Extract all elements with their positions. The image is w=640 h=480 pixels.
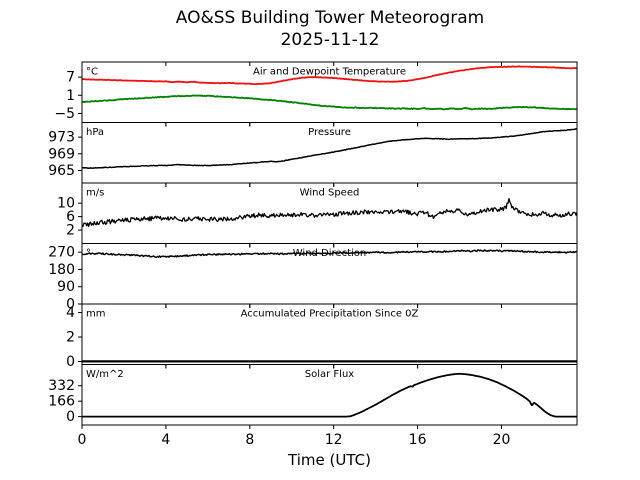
figure-title-text: AO&SS Building Tower Meteorogram bbox=[175, 8, 485, 28]
wind-direction-ytick-label: 90 bbox=[57, 279, 75, 295]
wind-speed-trace bbox=[82, 197, 577, 228]
pressure-ytick-label: 965 bbox=[48, 163, 75, 179]
solar-flux-ytick-label: 332 bbox=[48, 378, 75, 394]
x-axis-tick-label: 8 bbox=[245, 432, 254, 448]
figure-date: 2025-11-12 bbox=[280, 30, 380, 50]
temperature-panel-title: Air and Dewpoint Temperature bbox=[253, 67, 406, 78]
pressure-unit-label: hPa bbox=[86, 127, 104, 138]
pressure-ytick-label: 973 bbox=[48, 130, 75, 146]
precipitation-unit-label: mm bbox=[86, 309, 105, 320]
x-axis-tick-label: 20 bbox=[493, 432, 511, 448]
wind-direction-ytick-label: 0 bbox=[66, 297, 75, 313]
solar-flux-unit-label: W/m^2 bbox=[86, 369, 124, 380]
figure-title: AO&SS Building Tower Meteorogram 2025-11… bbox=[20, 7, 640, 51]
pressure-ytick-label: 969 bbox=[48, 146, 75, 162]
pressure-trace bbox=[82, 127, 577, 169]
panel-precipitation: Accumulated Precipitation Since 0Z mm 4 2 0 bbox=[66, 303, 578, 370]
solar-flux-ytick-label: 0 bbox=[66, 409, 75, 425]
temperature-ytick-label: 1 bbox=[66, 88, 75, 104]
temperature-traces bbox=[82, 65, 577, 111]
temperature-unit-label: °C bbox=[86, 67, 98, 78]
x-axis-tick-label: 16 bbox=[409, 432, 427, 448]
solar-flux-trace bbox=[82, 372, 577, 418]
wind-speed-unit-label: m/s bbox=[86, 188, 104, 199]
wind-direction-ytick-label: 180 bbox=[48, 262, 75, 278]
precipitation-ytick-label: 2 bbox=[66, 330, 75, 346]
wind-speed-ytick-label: 6 bbox=[66, 209, 75, 225]
wind-direction-ytick-label: 270 bbox=[48, 245, 75, 261]
precipitation-ytick-label: 4 bbox=[66, 305, 75, 321]
wind-direction-trace bbox=[82, 249, 577, 258]
precipitation-panel-title: Accumulated Precipitation Since 0Z bbox=[241, 309, 419, 320]
pressure-traces bbox=[82, 127, 577, 169]
panel-temperature: Air and Dewpoint Temperature °C 7 1 −5 bbox=[54, 61, 578, 127]
precipitation-ytick-label: 0 bbox=[66, 354, 75, 370]
wind-speed-panel-title: Wind Speed bbox=[300, 188, 360, 199]
x-axis-tick-label: 4 bbox=[161, 432, 170, 448]
wind-speed-ytick-label: 10 bbox=[57, 196, 75, 212]
wind-speed-ytick-label: 2 bbox=[66, 223, 75, 239]
solar-flux-ytick-label: 166 bbox=[48, 394, 75, 410]
air-temperature-trace bbox=[82, 65, 577, 86]
dewpoint-trace bbox=[82, 94, 577, 111]
x-axis-tick-label: 12 bbox=[325, 432, 343, 448]
solar-flux-panel-title: Solar Flux bbox=[305, 369, 355, 380]
wind-speed-traces bbox=[82, 197, 577, 228]
wind-direction-traces bbox=[82, 249, 577, 258]
x-axis-tick-label: 0 bbox=[78, 432, 87, 448]
solar-flux-border bbox=[81, 364, 578, 426]
pressure-panel-title: Pressure bbox=[308, 127, 351, 138]
temperature-ytick-label: −5 bbox=[54, 106, 75, 122]
solar-flux-traces bbox=[82, 372, 577, 418]
x-axis-label: Time (UTC) bbox=[287, 451, 371, 469]
temperature-ytick-label: 7 bbox=[66, 70, 75, 86]
